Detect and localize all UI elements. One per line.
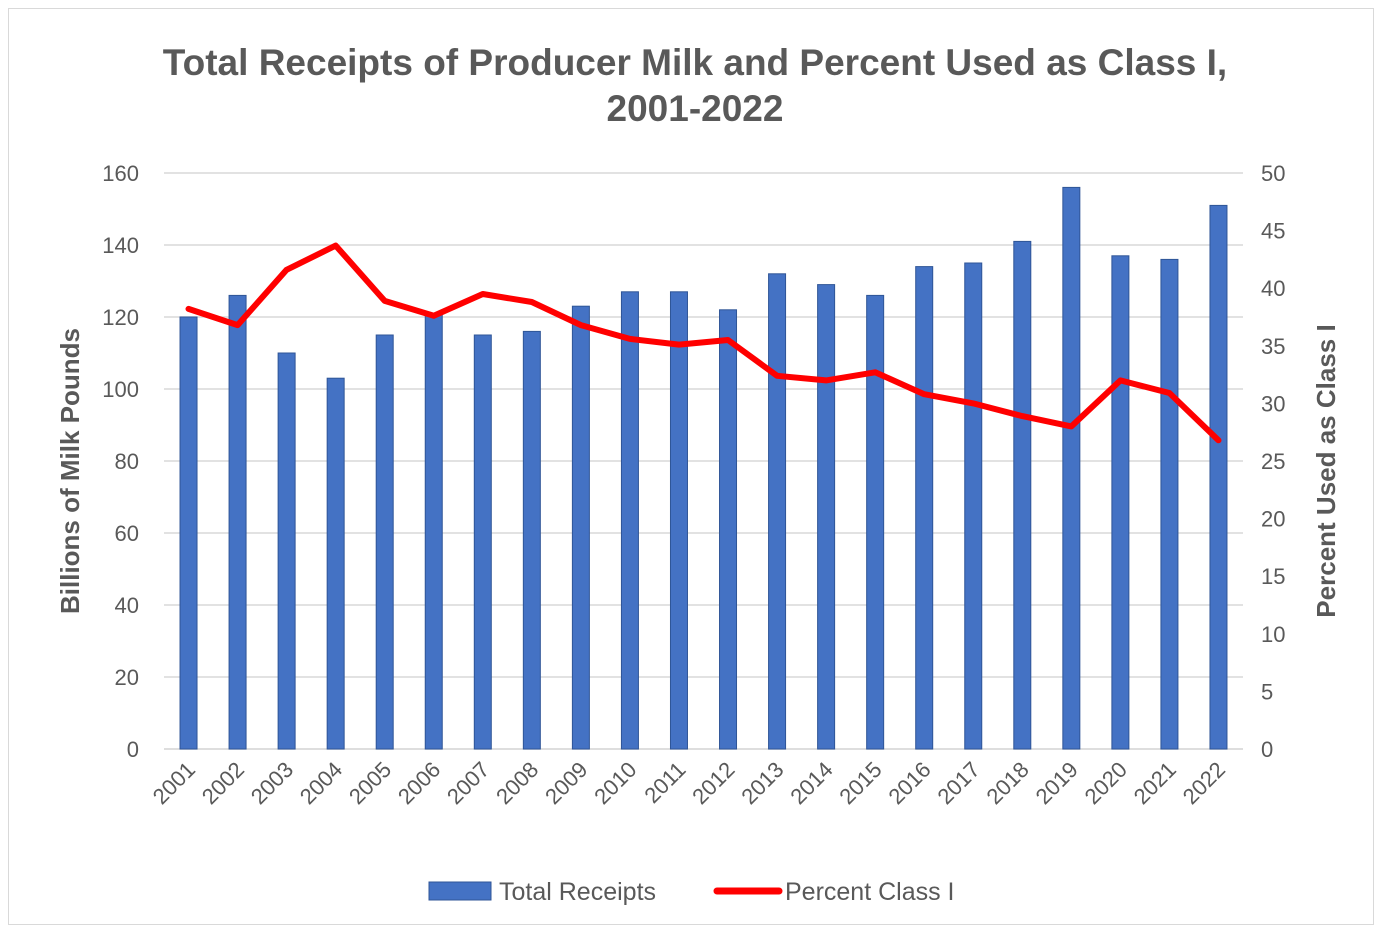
- bar-2004: [326, 377, 345, 750]
- y2-tick-label: 45: [1261, 219, 1285, 244]
- bar-2016: [915, 266, 934, 750]
- bar-2010: [620, 291, 639, 750]
- y-tick-label: 160: [102, 161, 139, 186]
- bar-2008: [522, 330, 541, 750]
- bar-2019: [1062, 186, 1081, 750]
- bar-series-total-receipts: [179, 186, 1228, 750]
- bar-2002: [228, 294, 247, 750]
- chart-title-line-2: 2001-2022: [607, 88, 784, 129]
- bar-2018: [1013, 240, 1032, 750]
- x-axis-ticks: 2001200220032004200520062007200820092010…: [148, 757, 1230, 809]
- bar-2011: [669, 291, 688, 750]
- x-tick-label: 2011: [639, 757, 690, 808]
- x-tick-label: 2012: [687, 757, 739, 809]
- bar-2021: [1160, 258, 1179, 750]
- bar-2022: [1209, 204, 1228, 750]
- x-tick-label: 2009: [540, 757, 592, 809]
- bar-2017: [964, 262, 983, 750]
- bar-2003: [277, 352, 296, 750]
- x-tick-label: 2016: [883, 757, 935, 809]
- chart-title-line-1: Total Receipts of Producer Milk and Perc…: [163, 42, 1227, 83]
- y-tick-label: 80: [115, 449, 139, 474]
- y-axis-left-title: Billions of Milk Pounds: [55, 328, 85, 614]
- y-axis-right-ticks: 0 5 10 15 20 25 30 35 40 45 50: [1261, 161, 1285, 762]
- x-tick-label: 2021: [1129, 757, 1181, 809]
- x-tick-label: 2022: [1178, 757, 1230, 809]
- y-tick-label: 100: [102, 377, 139, 402]
- gridlines: [164, 172, 1243, 750]
- bar-2015: [866, 294, 885, 750]
- legend-swatch-total-receipts: [428, 881, 492, 901]
- x-tick-label: 2018: [982, 757, 1034, 809]
- bar-2005: [375, 334, 394, 750]
- x-tick-label: 2005: [344, 757, 396, 809]
- x-tick-label: 2017: [932, 757, 984, 809]
- y-axis-left-ticks: 0 20 40 60 80 100 120 140 160: [102, 161, 139, 762]
- line-series-percent-class-i: [185, 242, 1222, 444]
- x-tick-label: 2010: [589, 757, 641, 809]
- x-tick-label: 2006: [393, 757, 445, 809]
- y2-tick-label: 20: [1261, 507, 1285, 532]
- x-tick-label: 2004: [295, 757, 347, 809]
- y2-tick-label: 35: [1261, 334, 1285, 359]
- legend-label-percent-class-i: Percent Class I: [785, 878, 955, 906]
- bar-2020: [1111, 255, 1130, 750]
- chart: Total Receipts of Producer Milk and Perc…: [55, 42, 1341, 906]
- line-percent-class-i: [185, 242, 1222, 444]
- y2-tick-label: 25: [1261, 449, 1285, 474]
- y-tick-label: 140: [102, 233, 139, 258]
- x-tick-label: 2007: [442, 757, 494, 809]
- y-axis-right-title: Percent Used as Class I: [1311, 324, 1341, 617]
- y-tick-label: 0: [127, 737, 139, 762]
- x-tick-label: 2014: [785, 757, 837, 809]
- y2-tick-label: 5: [1261, 679, 1273, 704]
- legend: Total Receipts Percent Class I: [428, 878, 955, 906]
- y2-tick-label: 0: [1261, 737, 1273, 762]
- bar-2007: [473, 334, 492, 750]
- y2-tick-label: 10: [1261, 622, 1285, 647]
- x-tick-label: 2008: [491, 757, 543, 809]
- bar-2009: [571, 305, 590, 750]
- y-tick-label: 60: [115, 521, 139, 546]
- x-tick-label: 2013: [736, 757, 788, 809]
- chart-frame: Total Receipts of Producer Milk and Perc…: [8, 8, 1374, 925]
- y-tick-label: 120: [102, 305, 139, 330]
- bar-2006: [424, 312, 443, 750]
- x-tick-label: 2015: [834, 757, 886, 809]
- legend-label-total-receipts: Total Receipts: [499, 878, 656, 906]
- x-tick-label: 2001: [148, 757, 200, 809]
- x-tick-label: 2003: [246, 757, 298, 809]
- x-tick-label: 2002: [197, 757, 249, 809]
- bar-2013: [768, 273, 787, 750]
- y2-tick-label: 15: [1261, 564, 1285, 589]
- x-tick-label: 2019: [1031, 757, 1083, 809]
- y-tick-label: 40: [115, 593, 139, 618]
- bar-2001: [179, 316, 198, 750]
- x-tick-label: 2020: [1080, 757, 1132, 809]
- bar-2012: [719, 309, 738, 750]
- y2-tick-label: 40: [1261, 276, 1285, 301]
- y-tick-label: 20: [115, 665, 139, 690]
- bar-2014: [817, 284, 836, 750]
- y2-tick-label: 50: [1261, 161, 1285, 186]
- y2-tick-label: 30: [1261, 391, 1285, 416]
